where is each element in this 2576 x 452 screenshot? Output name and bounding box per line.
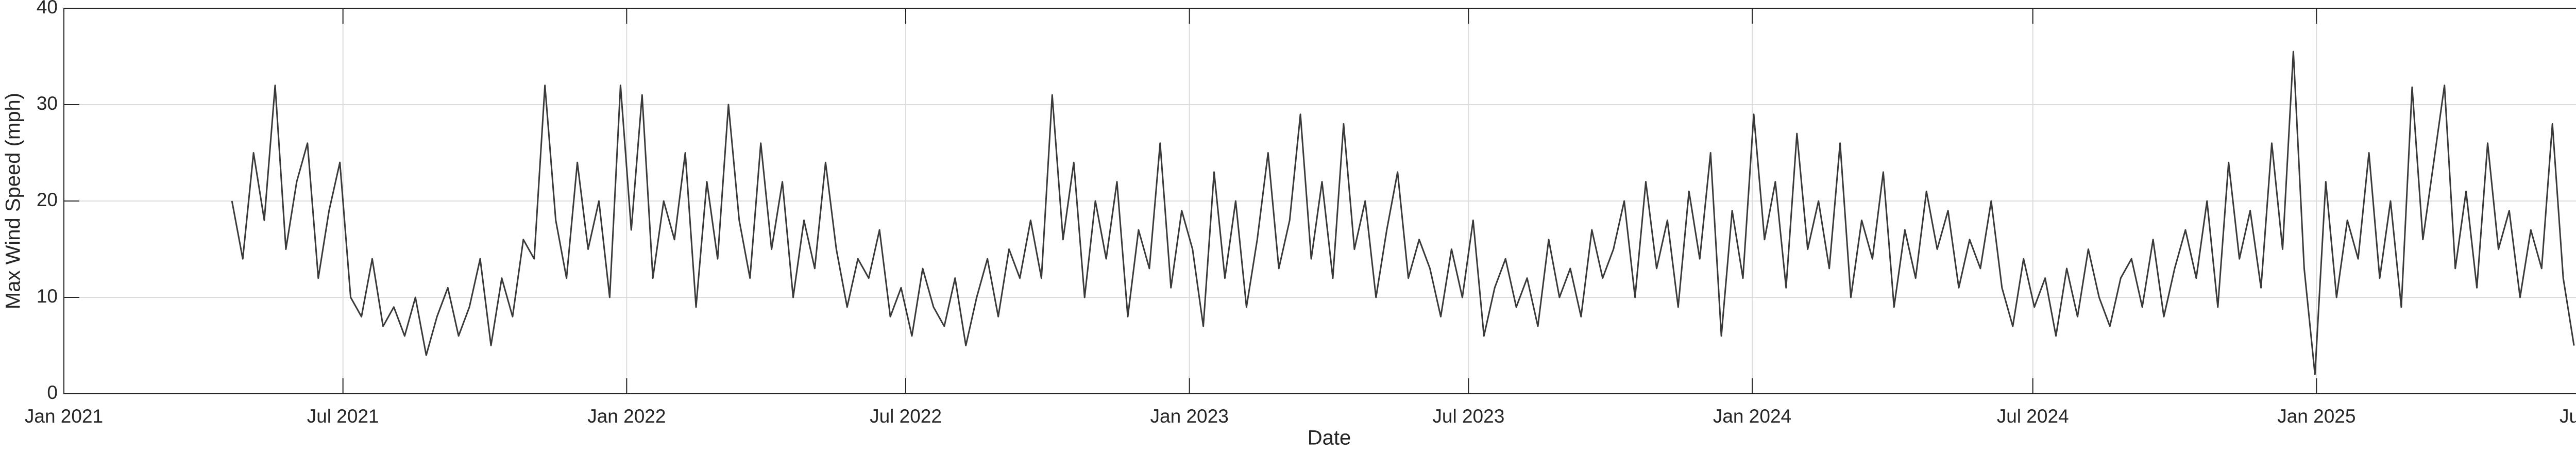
y-tick-label: 10 (37, 286, 58, 307)
y-tick-label: 0 (47, 382, 58, 403)
y-axis-label: Max Wind Speed (mph) (2, 93, 25, 309)
x-tick-label: Jan 2022 (587, 406, 666, 427)
x-axis-label: Date (1308, 427, 1351, 449)
y-tick-label: 30 (37, 93, 58, 114)
plot-frame (63, 8, 2576, 394)
line-series (231, 51, 2575, 376)
x-tick-label: Jul 2024 (1997, 406, 2069, 427)
x-tick-label: Jan 2025 (2277, 406, 2355, 427)
x-tick-label: Jul 2021 (307, 406, 379, 427)
x-tick-label: Jul 2022 (870, 406, 942, 427)
x-tick-label: Jul 2023 (1432, 406, 1504, 427)
y-tick-label: 40 (37, 0, 58, 18)
y-tick-label: 20 (37, 189, 58, 210)
x-tick-label: Jan 2023 (1150, 406, 1229, 427)
x-tick-label: Jan 2024 (1713, 406, 1791, 427)
x-tick-label: Jan 2021 (25, 406, 103, 427)
x-tick-label: Jul 2025 (2560, 406, 2576, 427)
